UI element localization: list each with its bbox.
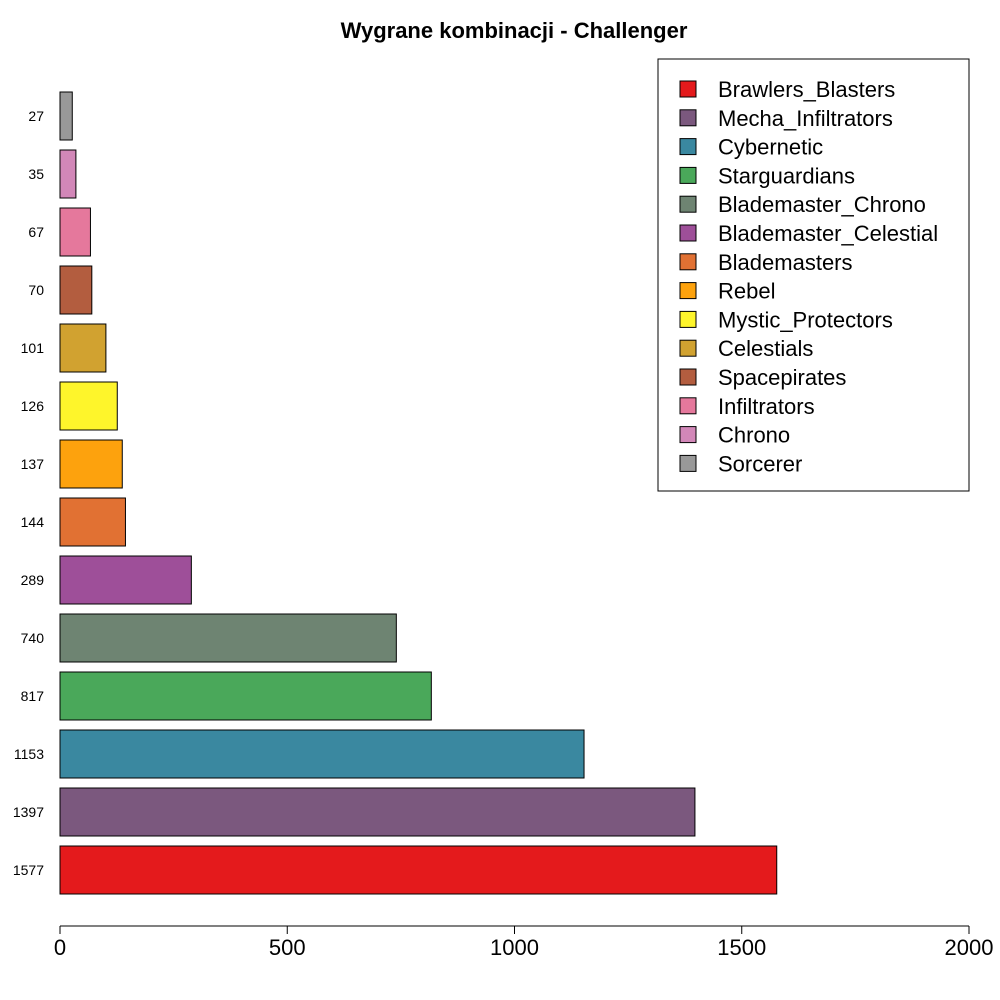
legend-swatch (679, 224, 697, 242)
legend-label: Chrono (718, 423, 790, 448)
legend-label: Blademasters (718, 250, 853, 275)
bar-value-label: 740 (21, 630, 45, 646)
legend-label: Cybernetic (718, 135, 823, 160)
legend-swatch (679, 454, 697, 472)
bar-value-label: 35 (28, 166, 44, 182)
legend-label: Sorcerer (718, 451, 802, 476)
legend-label: Blademaster_Chrono (718, 192, 926, 217)
bar-value-label: 27 (28, 108, 44, 124)
bar-value-label: 70 (28, 282, 44, 298)
bar-rebel (59, 439, 123, 489)
bar-infiltrators (59, 207, 91, 257)
bar-blademaster-chrono (59, 613, 397, 663)
bar-value-label: 144 (21, 514, 45, 530)
x-axis: 0 500 1000 1500 2000 (54, 925, 994, 960)
legend-swatch (679, 138, 697, 156)
legend-label: Starguardians (718, 163, 855, 188)
x-tick-label: 2000 (945, 935, 994, 960)
bar-value-label: 67 (28, 224, 44, 240)
bars-group (59, 91, 778, 895)
legend-box (657, 58, 970, 492)
bar-labels-group: 1577 1397 1153 817 740 289 144 137 126 101 70 67 35 2… (13, 108, 44, 878)
bar-value-label: 126 (21, 398, 45, 414)
legend-label: Mystic_Protectors (718, 307, 893, 332)
bar-blademasters (59, 497, 126, 547)
bar-starguardians (59, 671, 432, 721)
bar-spacepirates (59, 265, 93, 315)
legend-swatch (679, 109, 697, 127)
bar-value-label: 1577 (13, 862, 44, 878)
bar-value-label: 137 (21, 456, 45, 472)
bar-blademaster-celestial (59, 555, 192, 605)
bar-mecha-infiltrators (59, 787, 696, 837)
legend-label: Spacepirates (718, 365, 846, 390)
legend-label: Brawlers_Blasters (718, 77, 895, 102)
bar-value-label: 817 (21, 688, 45, 704)
bar-brawlers-blasters (59, 845, 778, 895)
bar-value-label: 1153 (14, 746, 44, 762)
legend-swatch (679, 426, 697, 444)
legend-label: Celestials (718, 336, 813, 361)
legend-label: Infiltrators (718, 394, 815, 419)
legend-swatch (679, 80, 697, 98)
legend: Brawlers_Blasters Mecha_Infiltrators Cyber… (657, 58, 970, 492)
legend-swatch (679, 166, 697, 184)
legend-label: Rebel (718, 279, 775, 304)
legend-swatch (679, 310, 697, 328)
bar-value-label: 289 (21, 572, 45, 588)
bar-mystic-protectors (59, 381, 118, 431)
legend-swatch (679, 339, 697, 357)
legend-swatch (679, 368, 697, 386)
chart-title: Wygrane kombinacji - Challenger (341, 18, 688, 43)
legend-swatch (679, 253, 697, 271)
x-tick-label: 0 (54, 935, 66, 960)
bar-celestials (59, 323, 107, 373)
bar-value-label: 1397 (13, 804, 44, 820)
legend-swatch (679, 397, 697, 415)
x-tick-label: 1000 (490, 935, 539, 960)
x-tick-label: 500 (269, 935, 306, 960)
bar-chrono (59, 149, 77, 199)
bar-cybernetic (59, 729, 585, 779)
legend-label: Blademaster_Celestial (718, 221, 938, 246)
x-tick-label: 1500 (717, 935, 766, 960)
bar-value-label: 101 (21, 340, 45, 356)
legend-swatch (679, 282, 697, 300)
legend-swatch (679, 195, 697, 213)
legend-label: Mecha_Infiltrators (718, 106, 893, 131)
bar-sorcerer (59, 91, 73, 141)
